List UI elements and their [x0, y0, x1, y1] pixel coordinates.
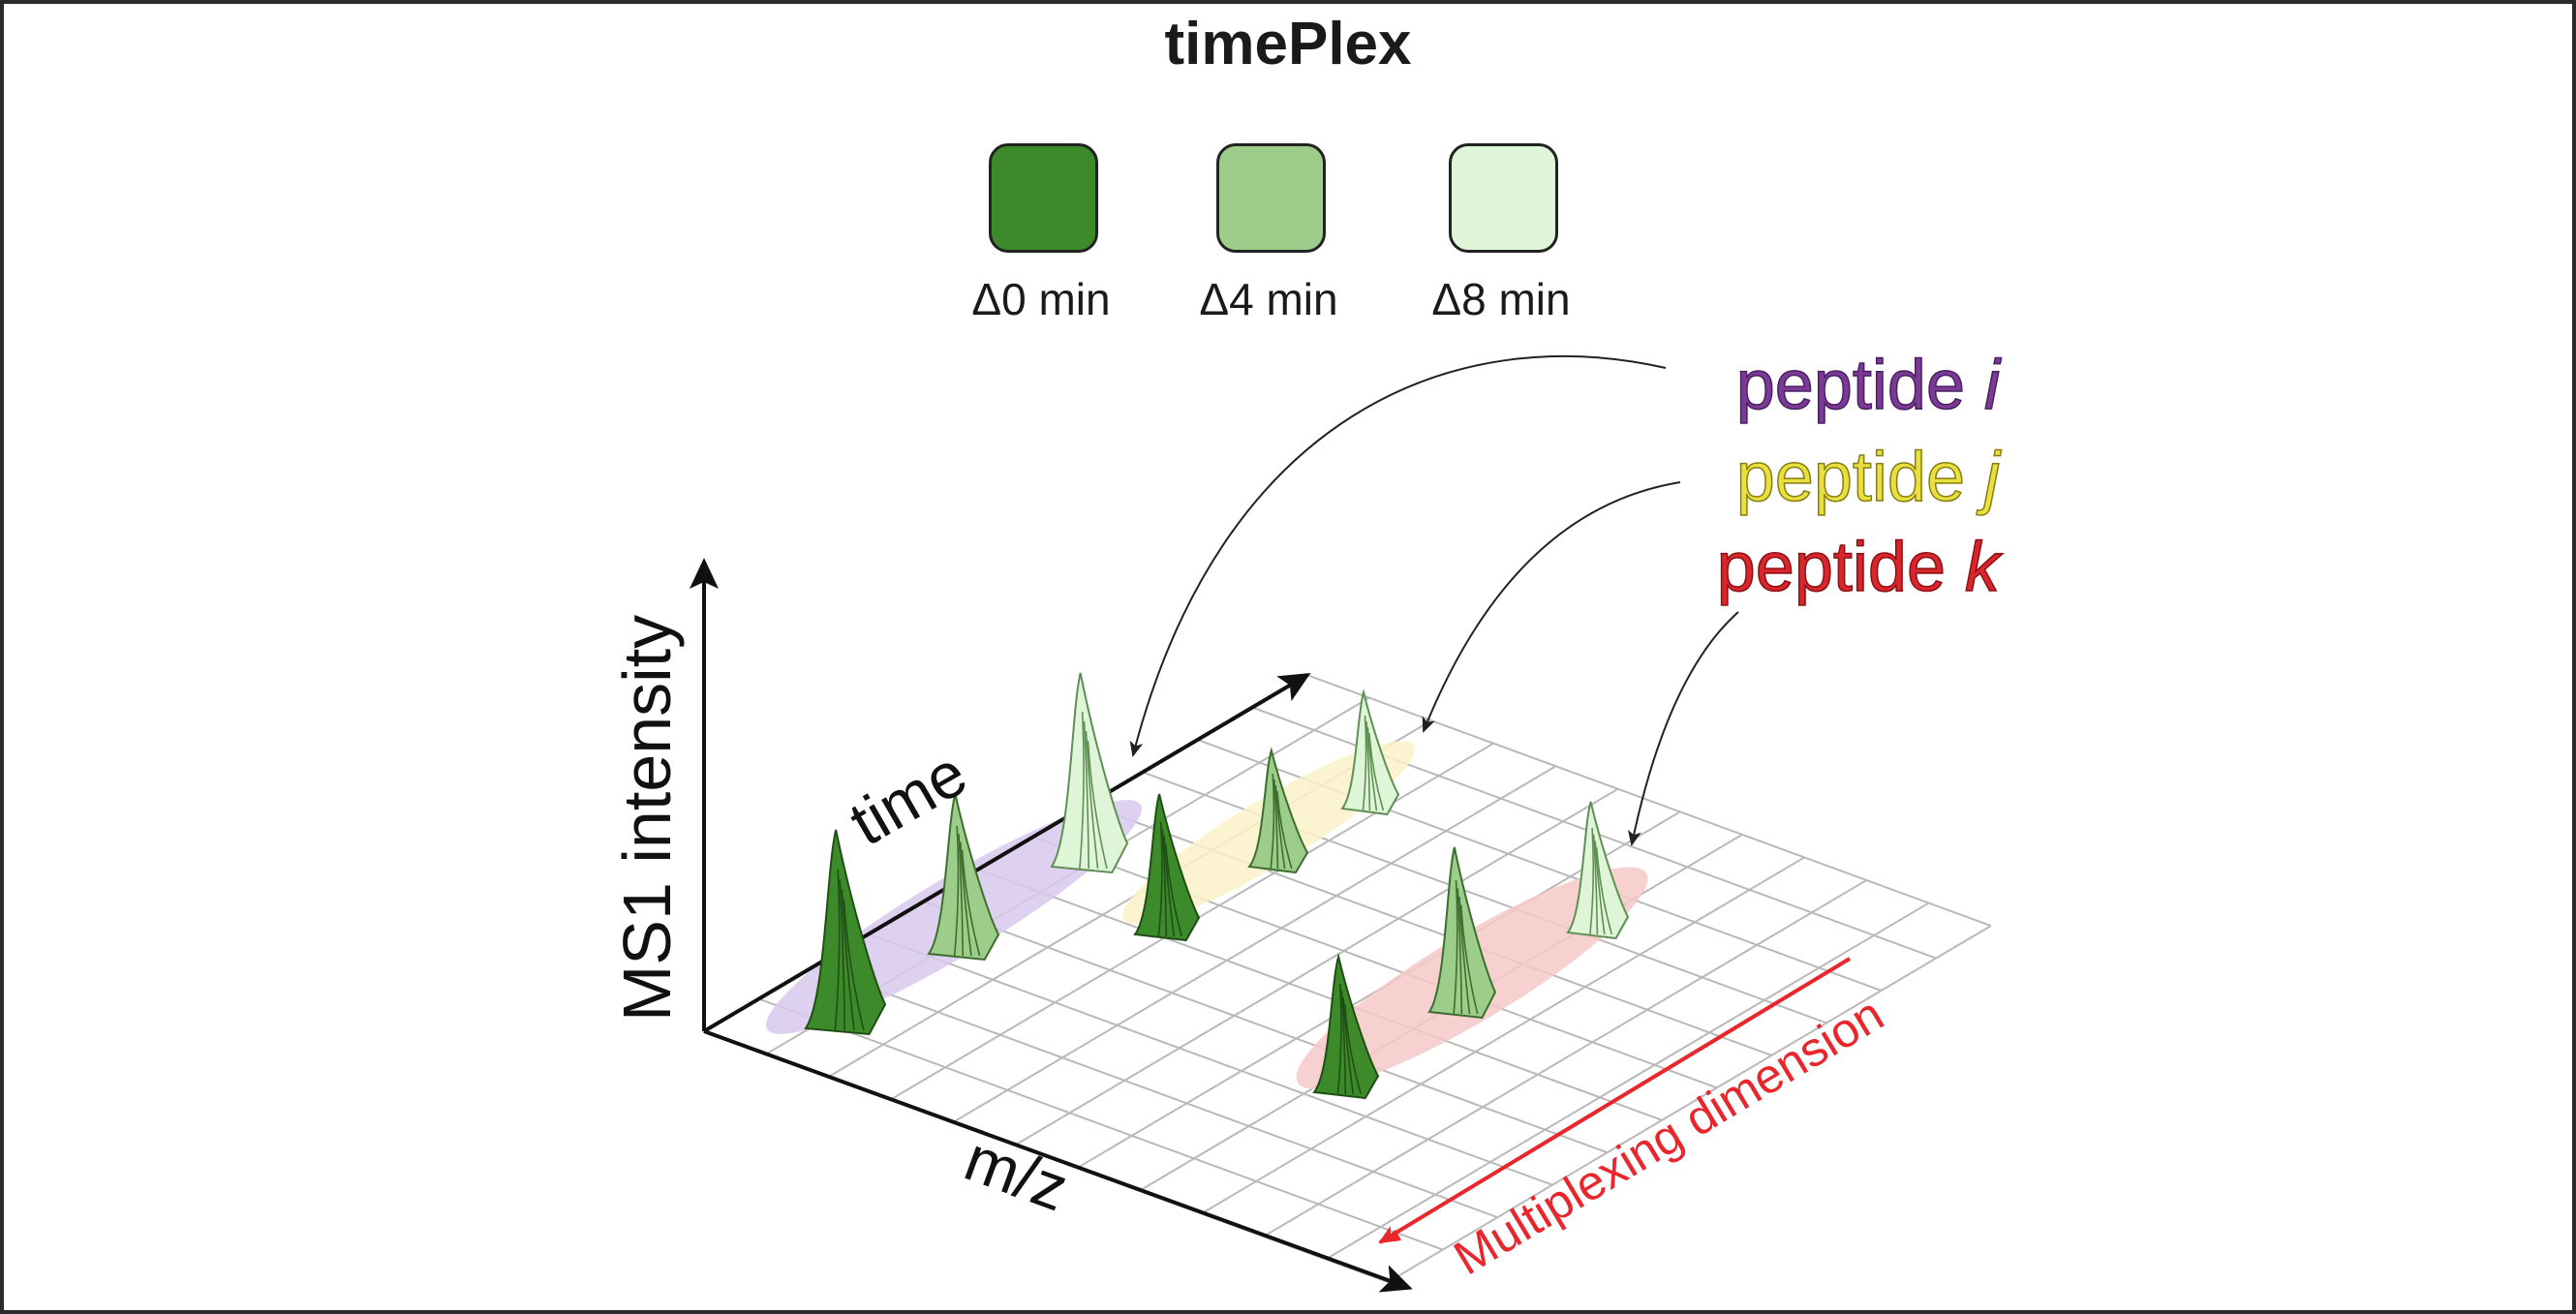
label-peptide-j-word: peptide — [1735, 439, 1966, 516]
peak-5 — [1340, 688, 1400, 816]
grid-line — [1201, 856, 1805, 1215]
grid-line — [952, 765, 1556, 1124]
label-peptide-i-letter: i — [1983, 347, 2001, 424]
peak-8 — [1566, 801, 1630, 940]
grid-line — [813, 965, 1498, 1219]
legend-label-8min: Δ8 min — [1431, 274, 1571, 324]
y-axis-label: MS1 intensity — [609, 615, 685, 1022]
grid-line — [1306, 674, 1992, 928]
callout-arrow-peptide-k — [1628, 611, 1739, 846]
grid-line — [868, 932, 1553, 1186]
multiplexing-arrowhead-start — [1380, 1230, 1401, 1242]
peak-1 — [927, 793, 1000, 962]
peak-6 — [1312, 953, 1380, 1100]
peak-7 — [1427, 846, 1497, 1020]
legend-swatch-4min — [1216, 143, 1326, 253]
callout-arrow-peptide-i — [1129, 354, 1667, 757]
label-peptide-i-word: peptide — [1735, 347, 1966, 424]
legend-label-0min: Δ0 min — [971, 274, 1111, 324]
legend-label-4min: Δ4 min — [1199, 274, 1338, 324]
grid-line — [1263, 879, 1867, 1238]
grid-line — [1014, 787, 1619, 1146]
figure-title: timePlex — [1164, 11, 1412, 77]
label-peptide-j: peptide j — [1419, 442, 2001, 513]
callout-arrow-peptide-j — [1422, 481, 1681, 733]
peak-0 — [804, 829, 887, 1036]
grid-line — [1387, 925, 1992, 1283]
peak-4 — [1247, 747, 1309, 874]
multiplexing-arrow — [1378, 957, 1852, 1244]
grid-line — [1325, 901, 1930, 1261]
legend-swatch-0min — [989, 143, 1098, 253]
time-axis — [702, 672, 1311, 1033]
label-peptide-i: peptide i — [1419, 350, 2001, 421]
label-peptide-k: peptide k — [1419, 532, 2001, 603]
grid-line — [923, 901, 1608, 1154]
legend-swatch-8min — [1449, 143, 1558, 253]
mz-axis-label: m/z — [956, 1122, 1077, 1225]
label-peptide-k-letter: k — [1964, 529, 2001, 606]
label-peptide-k-word: peptide — [1716, 529, 1947, 606]
multiplexing-label: Multiplexing dimension — [1445, 987, 1892, 1286]
chromatographic-peaks — [804, 672, 1630, 1100]
peak-3 — [1133, 793, 1201, 942]
grid-line — [977, 868, 1663, 1121]
mz-axis — [703, 1029, 1413, 1293]
grid-line — [1032, 836, 1718, 1089]
peak-2 — [1050, 672, 1129, 874]
label-peptide-j-letter: j — [1983, 439, 2001, 516]
grid-line — [758, 997, 1444, 1251]
